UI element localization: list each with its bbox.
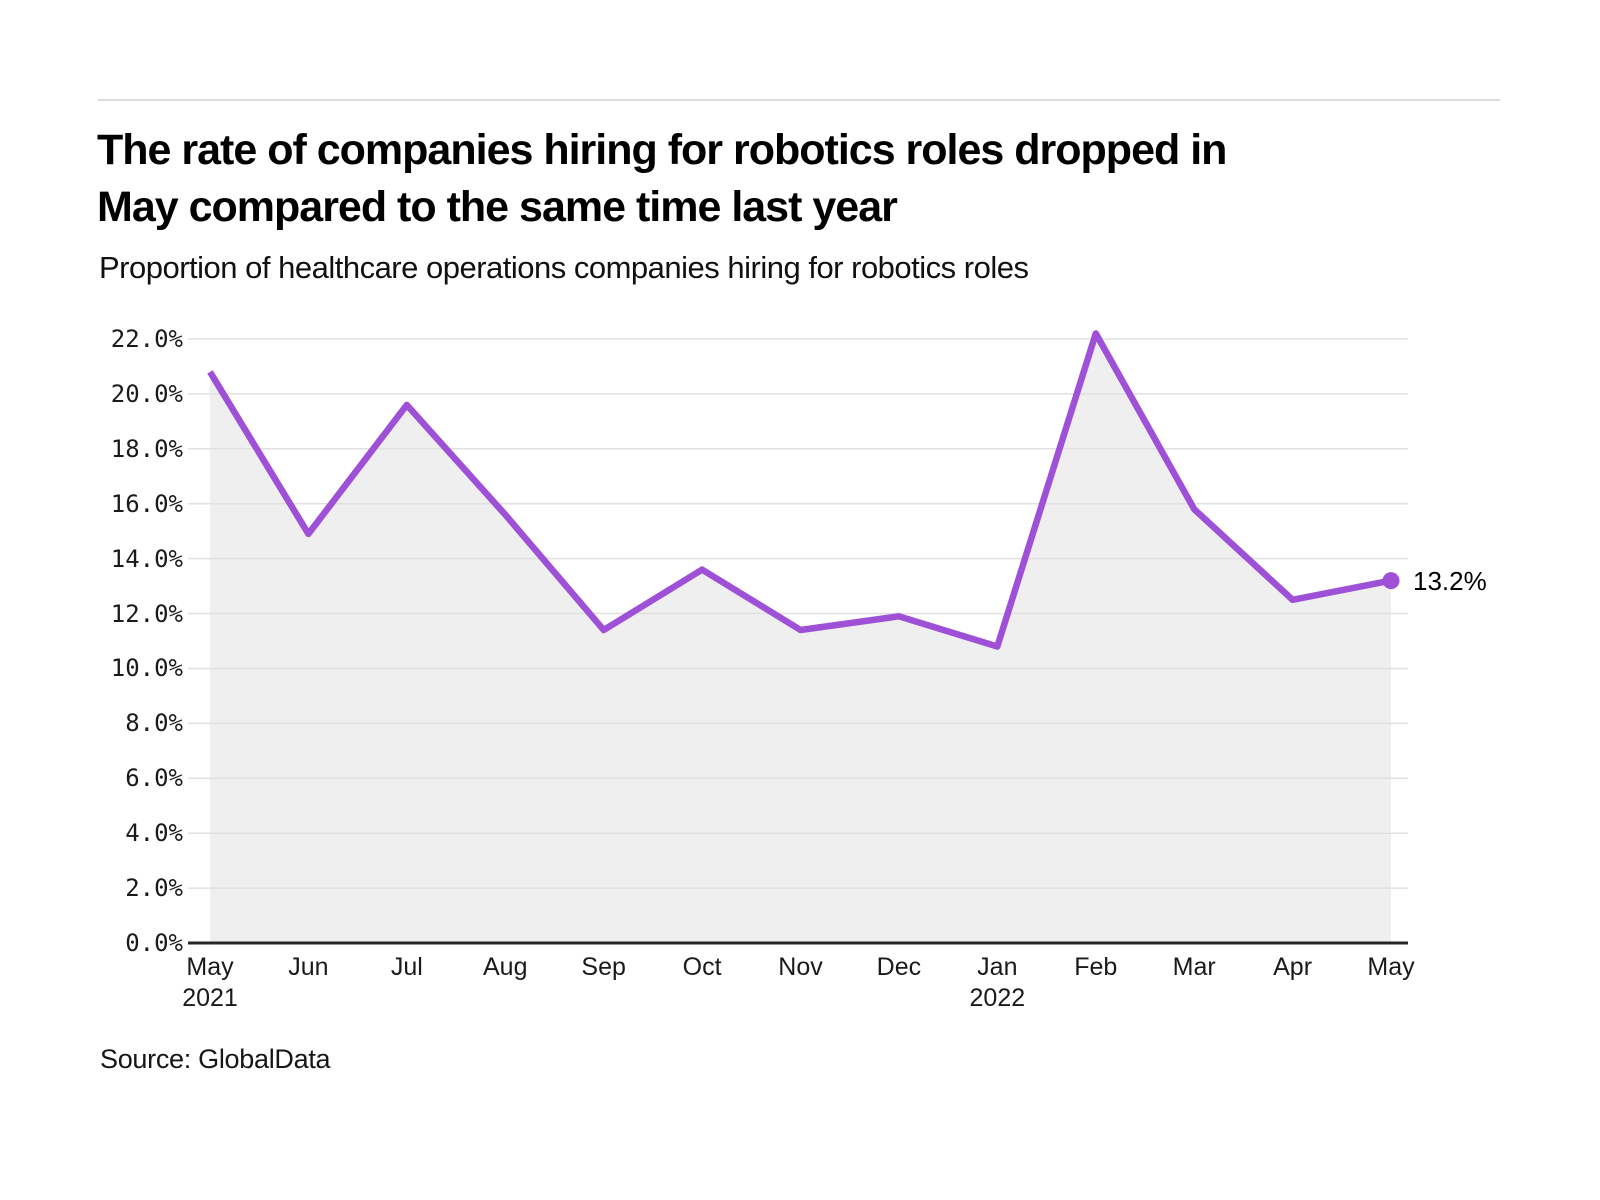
x-axis-tick: Aug [450,952,560,983]
y-axis-tick-label: 12.0% [110,599,183,628]
x-axis-tick: Apr [1238,952,1348,983]
end-point-marker [1382,572,1400,590]
x-axis-tick: May [1336,952,1446,983]
x-axis-tick: Jun [253,952,363,983]
source-note: Source: GlobalData [100,1044,331,1074]
y-axis-tick-label: 4.0% [125,819,183,848]
x-axis-month-label: Aug [483,953,528,981]
x-axis-month-label: Mar [1172,953,1216,981]
chart-title-line-1: The rate of companies hiring for robotic… [97,126,1227,174]
x-axis-year-label: 2022 [969,984,1026,1012]
y-axis-tick-label: 14.0% [110,544,183,573]
y-axis-tick-label: 16.0% [110,489,183,518]
y-axis-tick-label: 18.0% [110,434,183,463]
y-axis-tick-label: 20.0% [110,379,183,408]
data-line [207,330,1392,650]
x-axis-month-label: Nov [778,953,823,981]
y-axis-tick-label: 0.0% [125,929,183,957]
x-axis-tick: Jul [352,952,462,983]
x-axis-month-label: May [186,953,234,981]
x-axis-tick: Sep [549,952,659,983]
x-axis-month-label: Sep [581,953,626,981]
plot-canvas [188,330,1408,945]
y-axis-tick-label: 8.0% [125,709,183,738]
chart-subtitle: Proportion of healthcare operations comp… [99,250,1029,285]
x-axis-month-label: Dec [876,953,922,981]
x-axis-tick: Mar [1139,952,1249,983]
chart-title: The rate of companies hiring for robotic… [97,122,1227,236]
x-axis-tick: Feb [1041,952,1151,983]
x-axis-tick: Oct [647,952,757,983]
area-fill [210,333,1391,943]
last-value-label: 13.2% [1413,565,1487,596]
x-axis-month-label: Feb [1074,953,1118,981]
x-axis-tick: Dec [844,952,954,983]
x-axis-tick: May 2021 [155,952,265,1014]
x-axis-tick: Jan 2022 [942,952,1052,1014]
y-axis-tick-label: 6.0% [125,764,183,793]
top-divider [98,99,1500,101]
y-axis-tick-label: 2.0% [125,874,183,903]
chart-title-line-2: May compared to the same time last year [97,183,898,231]
x-axis-month-label: Jan [977,953,1018,981]
y-axis-tick-label: 10.0% [110,654,183,683]
x-axis-tick: Nov [746,952,856,983]
y-axis-tick-label: 22.0% [110,325,183,353]
x-axis-month-label: Oct [682,953,722,981]
x-axis-month-label: Jun [288,953,329,981]
x-axis-month-label: Apr [1273,953,1313,981]
x-axis-year-label: 2021 [182,984,238,1012]
x-axis-month-label: May [1367,953,1415,981]
x-axis-month-label: Jul [390,953,423,981]
